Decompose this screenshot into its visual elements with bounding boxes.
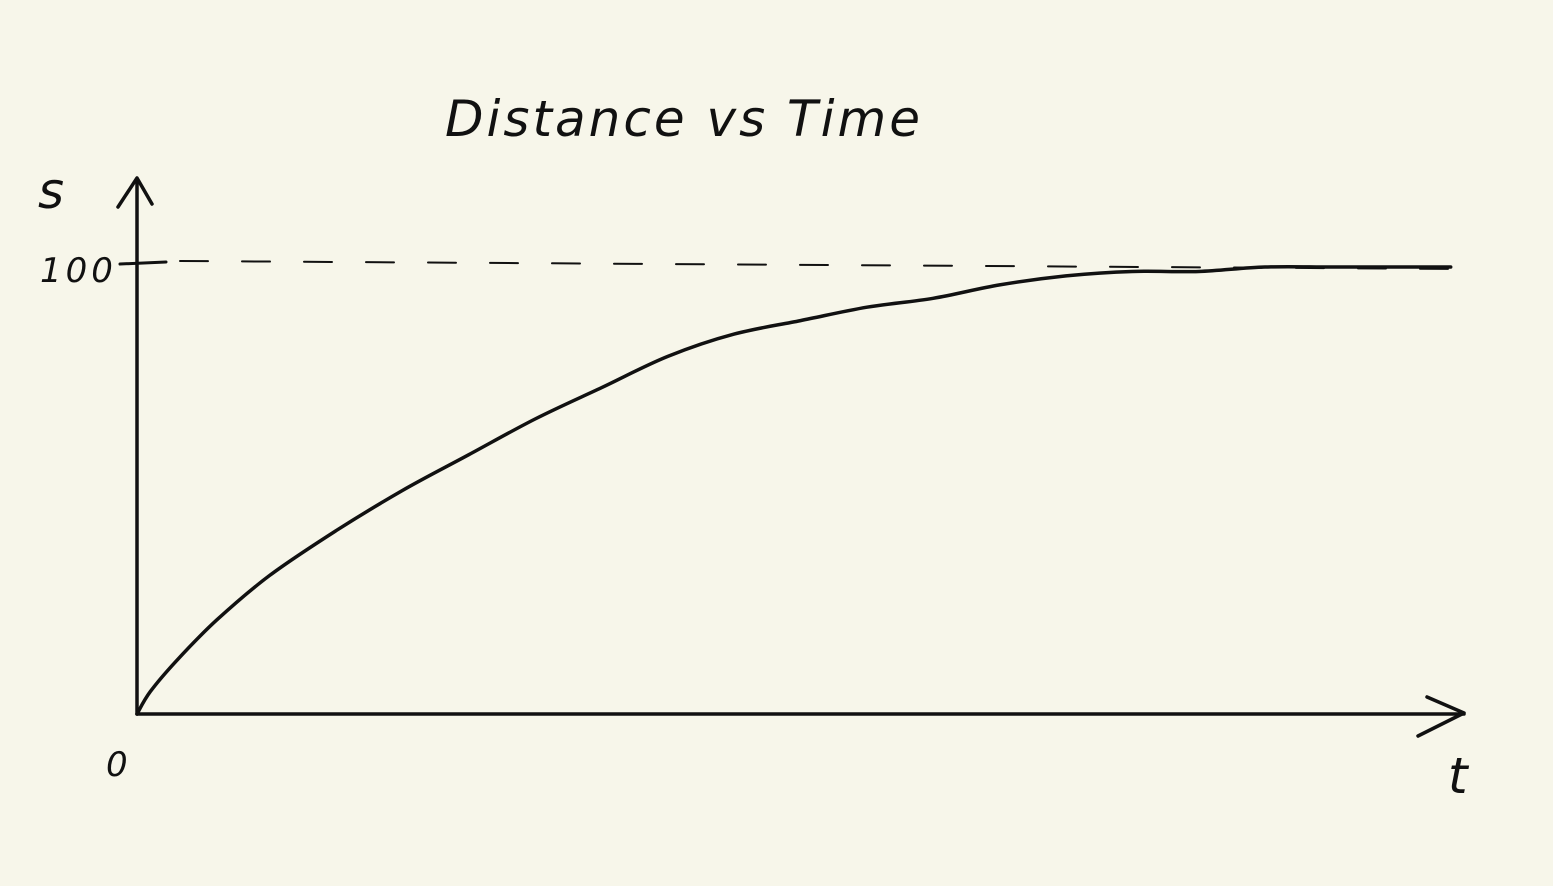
- y-tick-label-100: 100: [40, 251, 117, 291]
- y-tick-100: [118, 260, 168, 266]
- origin-label: 0: [106, 745, 132, 785]
- y-axis-arrowhead: [116, 176, 154, 209]
- x-axis-arrowhead: [1416, 695, 1466, 738]
- y-axis-label: s: [38, 162, 64, 220]
- distance-curve: [135, 264, 1453, 716]
- chart-title: Distance vs Time: [445, 90, 923, 148]
- x-axis-label: t: [1448, 747, 1470, 805]
